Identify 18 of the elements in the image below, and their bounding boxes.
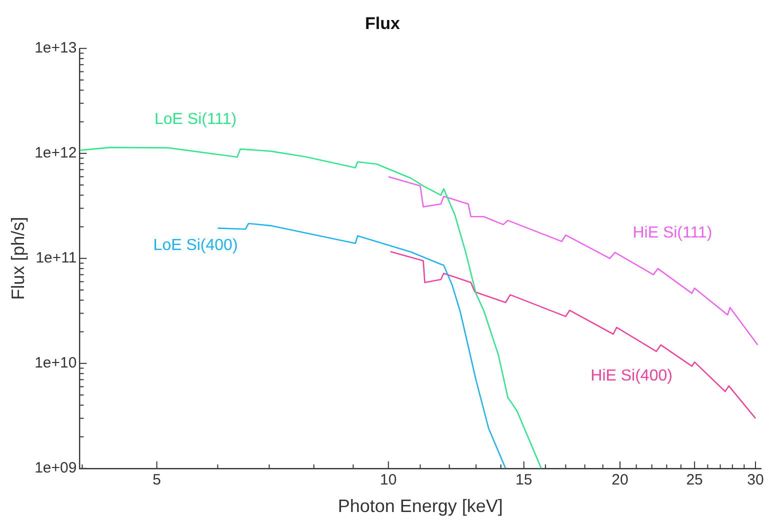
x-axis-title: Photon Energy [keV]	[338, 496, 503, 516]
series-label: LoE Si(400)	[153, 237, 238, 254]
y-tick-label: 1e+09	[34, 460, 77, 477]
x-tick-label: 5	[152, 472, 161, 489]
y-tick-label: 1e+11	[36, 250, 77, 267]
y-tick-label: 1e+10	[34, 354, 77, 372]
series-label: HiE Si(111)	[632, 224, 712, 242]
y-tick-label: 1e+12	[34, 144, 77, 162]
y-axis-title: Flux [ph/s]	[8, 216, 28, 300]
x-tick-label: 25	[686, 472, 703, 489]
series-label: LoE Si(111)	[154, 111, 237, 128]
x-tick-label: 15	[516, 472, 532, 489]
chart-title: Flux	[365, 14, 401, 33]
x-tick-label: 20	[612, 472, 628, 489]
x-tick-label: 30	[747, 472, 764, 489]
y-tick-label: 1e+13	[34, 40, 77, 57]
series-label: HiE Si(400)	[590, 367, 672, 384]
x-tick-label: 10	[380, 472, 397, 489]
